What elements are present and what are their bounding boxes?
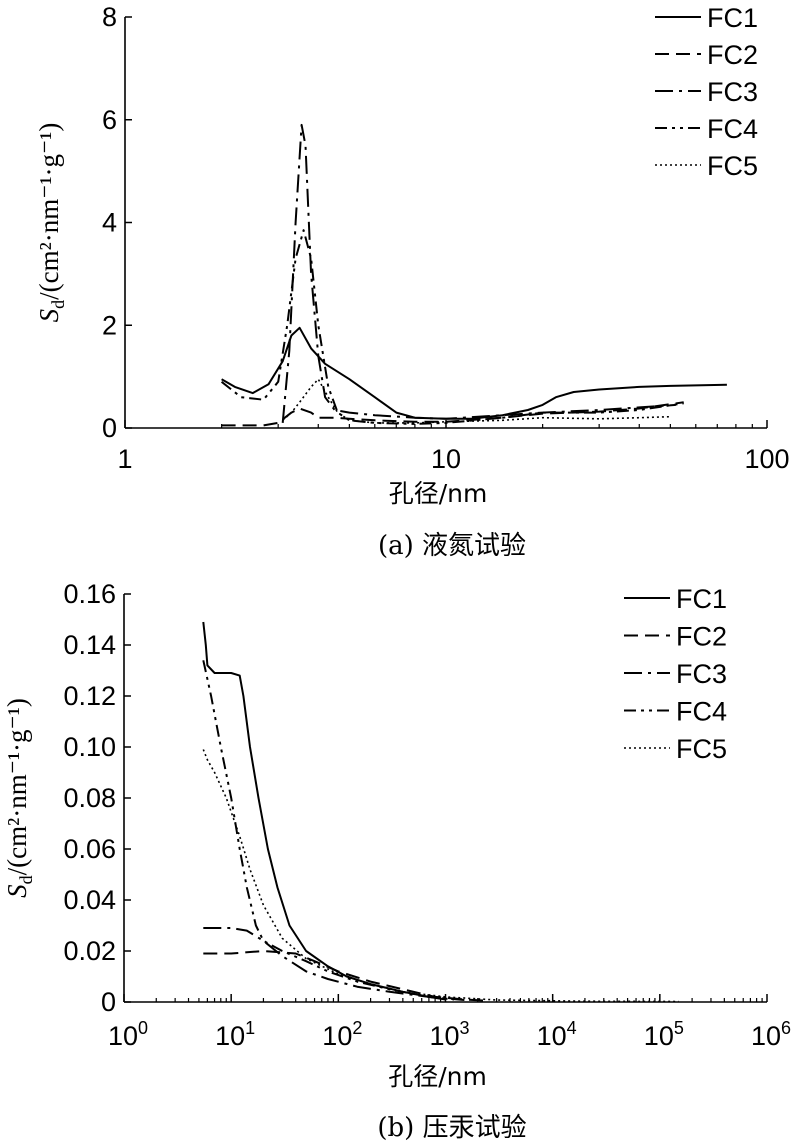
x-tick-label: 101 xyxy=(215,1018,255,1051)
x-tick-label: 100 xyxy=(744,444,789,474)
legend-label-fc2: FC2 xyxy=(676,622,727,652)
x-axis-label: 孔径/nm xyxy=(388,1062,487,1091)
y-tick-label: 0.06 xyxy=(63,834,116,864)
legend-label-fc2: FC2 xyxy=(707,40,758,70)
y-tick-label: 0.04 xyxy=(63,885,116,915)
y-tick-label: 0.14 xyxy=(63,630,116,660)
series-line-fc3 xyxy=(281,123,676,423)
series-line-fc1 xyxy=(202,621,446,1001)
series-line-fc5 xyxy=(202,749,679,1003)
y-tick-label: 0 xyxy=(102,413,117,443)
y-axis-label: Sd/(cm²·nm⁻¹·g⁻¹) xyxy=(2,698,36,898)
y-tick-label: 0.02 xyxy=(63,936,116,966)
y-tick-label: 0.12 xyxy=(63,681,116,711)
x-tick-label: 105 xyxy=(644,1018,684,1051)
x-tick-label: 102 xyxy=(322,1018,362,1051)
y-tick-label: 6 xyxy=(102,105,117,135)
y-tick-label: 0.16 xyxy=(63,579,116,609)
legend-label-fc5: FC5 xyxy=(707,151,758,181)
chart-panel-1: 0 2 4 6 8 1 10 100 Sd/(cm²·nm⁻¹·g⁻¹) 孔径/nm (a) 液氮试… xyxy=(34,2,790,561)
y-tick-label: 4 xyxy=(102,208,117,238)
legend-label-fc4: FC4 xyxy=(707,114,758,144)
series-line-fc4 xyxy=(220,229,684,425)
y-tick-label: 0.10 xyxy=(63,732,116,762)
x-tick-label: 104 xyxy=(537,1018,577,1051)
x-axis-label: 孔径/nm xyxy=(389,479,488,508)
y-tick-label: 0 xyxy=(101,987,116,1017)
series-line-fc3 xyxy=(203,927,465,1001)
x-tick-label: 10 xyxy=(431,444,461,474)
x-tick-label: 106 xyxy=(751,1018,791,1051)
chart-panel-2: 0 0.02 0.04 0.06 0.08 0.10 0.12 0.14 0.16 100 101 1… xyxy=(2,579,791,1143)
legend-label-fc1: FC1 xyxy=(707,3,758,33)
y-axis-label: Sd/(cm²·nm⁻¹·g⁻¹) xyxy=(34,123,68,323)
x-tick-label: 100 xyxy=(108,1018,148,1051)
x-tick-label: 1 xyxy=(117,444,132,474)
y-tick-label: 8 xyxy=(102,2,117,32)
legend-label-fc4: FC4 xyxy=(676,697,727,727)
panel-caption: (a) 液氮试验 xyxy=(378,531,526,561)
legend-label-fc3: FC3 xyxy=(707,77,758,107)
series-line-fc2 xyxy=(203,950,489,1002)
y-tick-label: 0.08 xyxy=(63,783,116,813)
series-line-fc1 xyxy=(221,326,727,420)
legend-label-fc5: FC5 xyxy=(676,734,727,764)
legend-label-fc1: FC1 xyxy=(676,584,727,614)
panel-caption: (b) 压汞试验 xyxy=(377,1113,526,1143)
y-tick-label: 2 xyxy=(102,310,117,340)
series-line-fc4 xyxy=(202,660,455,1001)
x-tick-label: 103 xyxy=(429,1018,469,1051)
legend-label-fc3: FC3 xyxy=(676,659,727,689)
